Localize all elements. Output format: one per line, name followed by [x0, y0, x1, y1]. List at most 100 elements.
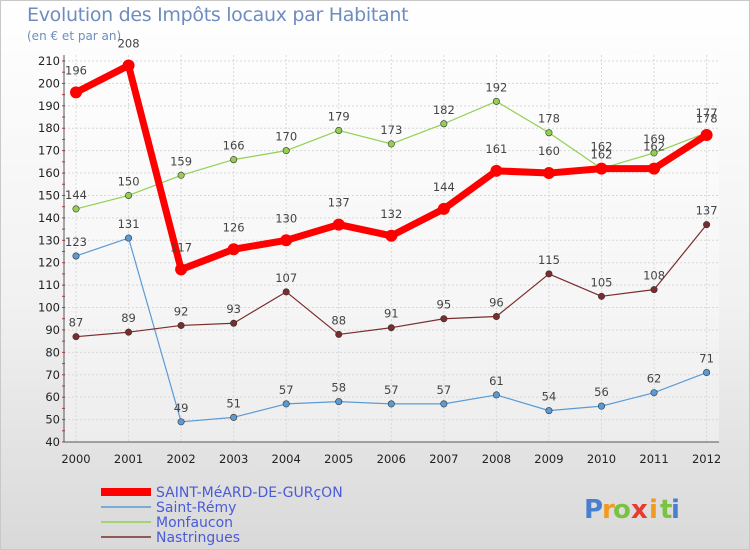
series-2-label-2010: 162 — [591, 148, 613, 162]
series-0-label-2010: 162 — [591, 140, 613, 154]
y-tick-label-60: 60 — [45, 390, 60, 404]
series-3-label-2008: 96 — [489, 295, 504, 309]
y-tick-label-40: 40 — [45, 435, 60, 449]
logo-letter-3: x — [631, 495, 648, 525]
chart-subtitle: (en € et par an) — [27, 29, 122, 43]
series-3-point-2007 — [440, 315, 448, 323]
y-tick-label-80: 80 — [45, 345, 60, 359]
series-1-point-2012 — [703, 369, 711, 377]
logo-letter-0: P — [584, 495, 603, 525]
series-3-point-2009 — [545, 270, 553, 278]
legend-label-1: Saint-Rémy — [156, 500, 236, 516]
series-3-label-2000: 87 — [69, 316, 84, 330]
series-1-point-2005 — [335, 398, 343, 406]
series-0-point-2001 — [122, 59, 135, 72]
series-0-label-2000: 196 — [65, 63, 87, 77]
series-3-label-2004: 107 — [275, 271, 297, 285]
series-1-point-2002 — [177, 418, 185, 426]
series-2-point-2011 — [650, 149, 658, 157]
series-2-label-2007: 182 — [433, 103, 455, 117]
proxiti-logo: Pro x i ti — [584, 495, 680, 525]
series-3-point-2005 — [335, 330, 343, 338]
series-0-point-2000 — [70, 86, 82, 99]
series-2-point-2004 — [282, 147, 290, 155]
series-0-label-2009: 160 — [538, 144, 560, 158]
series-1-label-2010: 56 — [594, 385, 609, 399]
series-3-label-2011: 108 — [643, 269, 665, 283]
series-2-label-2012: 178 — [696, 112, 718, 126]
x-tick-label-2010: 2010 — [587, 452, 616, 466]
series-0-point-2007 — [437, 202, 450, 215]
legend-label-2: Monfaucon — [156, 515, 233, 531]
series-2-label-2000: 144 — [65, 188, 87, 202]
logo-letter-6: i — [671, 495, 680, 525]
x-tick-label-2008: 2008 — [482, 452, 511, 466]
series-1-point-2001 — [125, 234, 133, 242]
series-0-label-2001: 208 — [118, 36, 140, 50]
series-2-label-2006: 173 — [380, 123, 402, 137]
series-1-label-2005: 58 — [331, 381, 346, 395]
series-0-label-2004: 130 — [275, 211, 297, 225]
series-1-point-2004 — [282, 400, 290, 408]
series-2-point-2006 — [387, 140, 395, 148]
series-0-point-2008 — [490, 164, 503, 177]
y-tick-label-200: 200 — [38, 76, 60, 90]
series-3-label-2012: 137 — [696, 204, 718, 218]
series-1-label-2002: 49 — [174, 401, 189, 415]
y-tick-label-100: 100 — [38, 301, 60, 315]
series-2-point-2005 — [335, 126, 343, 134]
series-0-label-2006: 132 — [380, 207, 402, 221]
series-0-point-2004 — [280, 234, 293, 247]
series-2-point-2007 — [440, 120, 448, 128]
series-0-point-2005 — [332, 218, 345, 231]
series-0-label-2008: 161 — [485, 142, 507, 156]
series-3-point-2012 — [703, 221, 711, 229]
series-0-label-2003: 126 — [223, 220, 245, 234]
series-3-label-2003: 93 — [226, 302, 241, 316]
x-tick-label-2006: 2006 — [377, 452, 406, 466]
series-3-label-2007: 95 — [437, 298, 452, 312]
series-3-label-2002: 92 — [174, 304, 189, 318]
y-tick-label-160: 160 — [38, 166, 60, 180]
y-tick-label-190: 190 — [38, 99, 60, 113]
axis-layer: 40 50 60 70 80 90 100 110 120 130 140 150 160 170 180 1… — [38, 54, 721, 466]
series-1-point-2009 — [545, 407, 553, 415]
series-2-label-2004: 170 — [275, 130, 297, 144]
series-0-point-2012 — [700, 128, 713, 141]
series-3-point-2010 — [597, 292, 605, 300]
x-tick-label-2004: 2004 — [272, 452, 301, 466]
series-0-label-2007: 144 — [433, 180, 455, 194]
series-2-point-2000 — [72, 205, 80, 213]
series-3-point-2003 — [230, 319, 238, 327]
series-2-label-2009: 178 — [538, 112, 560, 126]
series-2-point-2001 — [125, 191, 133, 199]
y-tick-label-210: 210 — [38, 54, 60, 68]
series-3-label-2010: 105 — [591, 275, 613, 289]
series-0-label-2011: 162 — [643, 140, 665, 154]
series-2-point-2008 — [492, 97, 500, 105]
series-1-label-2000: 123 — [65, 235, 87, 249]
series-1-label-2006: 57 — [384, 383, 399, 397]
series-0-point-2003 — [227, 243, 240, 256]
series-2-label-2003: 166 — [223, 139, 245, 153]
series-3-point-2011 — [650, 286, 658, 294]
y-tick-label-140: 140 — [38, 211, 60, 225]
series-3-point-2002 — [177, 321, 185, 329]
y-tick-label-130: 130 — [38, 233, 60, 247]
series-3-label-2006: 91 — [384, 307, 399, 321]
series-layer — [70, 59, 713, 426]
series-1-label-2004: 57 — [279, 383, 294, 397]
series-1-label-2011: 62 — [647, 372, 662, 386]
series-2-point-2003 — [230, 156, 238, 164]
series-1-point-2011 — [650, 389, 658, 397]
series-0-point-2009 — [542, 167, 555, 180]
series-1-point-2007 — [440, 400, 448, 408]
logo-letter-5: t — [660, 495, 672, 525]
series-1-point-2008 — [492, 391, 500, 399]
series-0-point-2006 — [385, 229, 398, 242]
logo-letter-4: i — [649, 495, 658, 525]
x-tick-label-2007: 2007 — [429, 452, 458, 466]
series-1-point-2010 — [597, 402, 605, 410]
